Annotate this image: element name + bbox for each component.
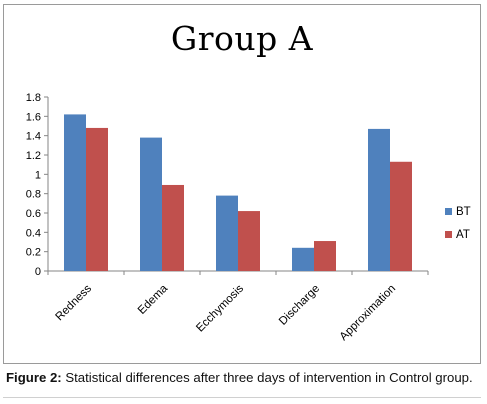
y-tick-label: 1.4 (26, 131, 41, 143)
y-tick-label: 0 (35, 266, 41, 278)
y-tick-label: 1.6 (26, 111, 41, 123)
legend-swatch-bt (445, 208, 452, 215)
bar-BT-discharge (292, 247, 314, 271)
legend-label-at: AT (456, 229, 470, 241)
chart-container: Group A 0 0.2 0.4 0.6 0.8 1 1.2 1.4 1.6 1.8 Rednes… (3, 4, 481, 364)
y-tick-label: 1 (35, 169, 41, 181)
y-tick-label: 0.2 (26, 247, 41, 259)
bar-BT-edema (140, 137, 162, 271)
bars (64, 114, 412, 272)
x-tick-label: Ecchymosis (194, 282, 246, 334)
bar-chart: 0 0.2 0.4 0.6 0.8 1 1.2 1.4 1.6 1.8 Redness Edema Ec… (26, 92, 471, 343)
figure-label: Figure 2: (6, 370, 62, 385)
y-tick-label: 1.2 (26, 150, 41, 162)
x-tick-label: Redness (54, 282, 95, 323)
y-tick-label: 0.8 (26, 189, 41, 201)
legend-swatch-at (445, 231, 452, 238)
chart-title: Group A (170, 19, 314, 58)
y-tick-label: 0.6 (26, 208, 41, 220)
bar-BT-approximation (368, 128, 390, 271)
x-tick-label: Discharge (277, 283, 322, 328)
figure-caption-text: Statistical differences after three days… (61, 370, 473, 385)
legend-label-bt: BT (456, 206, 471, 218)
figure-caption: Figure 2: Statistical differences after … (6, 370, 484, 385)
bar-BT-redness (64, 114, 86, 272)
x-tick-label: Approximation (338, 283, 398, 343)
bar-AT-ecchymosis (238, 211, 260, 271)
legend: BT AT (445, 206, 471, 241)
x-tick-label: Edema (136, 282, 171, 317)
bar-AT-approximation (390, 161, 412, 271)
y-tick-label: 1.8 (26, 92, 41, 104)
y-tick-label: 0.4 (26, 227, 41, 239)
bar-BT-ecchymosis (216, 195, 238, 271)
bar-AT-redness (86, 127, 108, 271)
bar-AT-edema (162, 184, 184, 271)
bar-AT-discharge (314, 241, 336, 271)
divider (3, 397, 481, 398)
